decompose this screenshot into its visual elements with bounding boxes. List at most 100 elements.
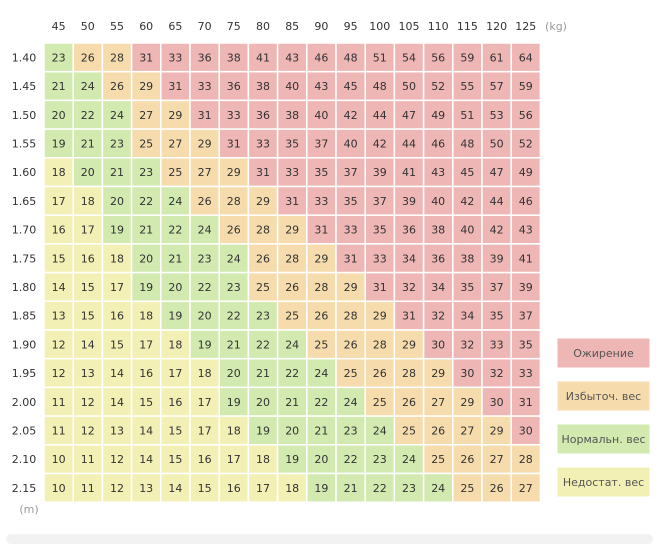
heatmap-cell — [481, 472, 512, 503]
heatmap-cell — [481, 128, 512, 159]
cell-value-label: 21 — [168, 252, 182, 265]
cell-value-label: 28 — [285, 252, 299, 265]
cell-value-label: 28 — [256, 224, 270, 237]
cell-value-label: 15 — [81, 310, 95, 323]
heatmap-cell — [276, 444, 308, 475]
cell-value-label: 53 — [490, 109, 504, 122]
chart-bottom-shadow — [6, 534, 653, 544]
cell-value-label: 24 — [431, 482, 445, 495]
heatmap-cell — [422, 444, 454, 475]
cell-value-label: 48 — [373, 80, 387, 93]
heatmap-cell — [510, 472, 542, 503]
heatmap-cell — [510, 444, 542, 475]
cell-value-label: 37 — [344, 166, 358, 179]
cell-value-label: 38 — [285, 109, 299, 122]
cell-value-label: 41 — [256, 51, 270, 64]
x-tick-label: 125 — [515, 20, 536, 33]
legend-swatch — [556, 337, 651, 369]
cell-value-label: 21 — [314, 424, 328, 437]
cell-value-label: 21 — [285, 396, 299, 409]
cell-value-label: 24 — [344, 396, 358, 409]
legend-swatch — [556, 466, 651, 498]
heatmap-cell — [276, 157, 308, 188]
heatmap-cell — [306, 128, 337, 159]
cell-value-label: 28 — [110, 51, 124, 64]
cell-value-label: 18 — [110, 252, 124, 265]
cell-value-label: 61 — [490, 51, 504, 64]
heatmap-cell — [306, 42, 337, 73]
cell-value-label: 22 — [373, 482, 387, 495]
cell-value-label: 17 — [52, 195, 66, 208]
heatmap-cell — [510, 128, 542, 159]
y-tick-label: 1.70 — [12, 224, 37, 237]
cell-value-label: 36 — [256, 109, 270, 122]
heatmap-cell — [364, 99, 396, 130]
heatmap-cell — [335, 329, 366, 360]
cell-value-label: 25 — [460, 482, 474, 495]
cell-value-label: 22 — [256, 338, 270, 351]
heatmap-cell — [101, 386, 133, 417]
heatmap-cell — [510, 357, 542, 389]
cell-value-label: 56 — [519, 109, 533, 122]
cell-value-label: 26 — [344, 338, 358, 351]
heatmap-cell — [510, 185, 542, 216]
cell-value-label: 42 — [460, 195, 474, 208]
cell-value-label: 47 — [490, 166, 504, 179]
cell-value-label: 56 — [431, 51, 445, 64]
cell-value-label: 35 — [285, 137, 299, 150]
cell-value-label: 39 — [402, 195, 416, 208]
heatmap-cell — [393, 386, 425, 417]
cell-value-label: 35 — [344, 195, 358, 208]
cell-value-label: 15 — [198, 482, 212, 495]
cell-value-label: 28 — [402, 367, 416, 380]
x-tick-label: 45 — [52, 20, 66, 33]
cell-value-label: 32 — [431, 310, 445, 323]
heatmap-cell — [452, 415, 483, 446]
cell-value-label: 29 — [285, 224, 299, 237]
cell-value-label: 35 — [490, 310, 504, 323]
cell-value-label: 39 — [519, 281, 533, 294]
cell-value-label: 43 — [431, 166, 445, 179]
cell-value-label: 48 — [344, 51, 358, 64]
heatmap-cell — [189, 472, 220, 503]
cell-value-label: 29 — [460, 396, 474, 409]
cell-value-label: 21 — [81, 137, 95, 150]
heatmap-cell — [43, 243, 74, 274]
cell-value-label: 25 — [256, 281, 270, 294]
cell-value-label: 29 — [139, 80, 153, 93]
cell-value-label: 26 — [460, 453, 474, 466]
cell-value-label: 25 — [314, 338, 328, 351]
y-tick-label: 1.65 — [12, 195, 37, 208]
cell-value-label: 20 — [198, 310, 212, 323]
cell-value-label: 55 — [460, 80, 474, 93]
cell-value-label: 31 — [344, 252, 358, 265]
heatmap-cell — [335, 271, 366, 303]
cell-value-label: 13 — [110, 424, 124, 437]
cell-value-label: 31 — [256, 166, 270, 179]
heatmap-cell — [306, 243, 337, 274]
heatmap-cell — [189, 70, 220, 102]
cell-value-label: 33 — [285, 166, 299, 179]
heatmap-cell — [481, 42, 512, 73]
cell-value-label: 31 — [373, 281, 387, 294]
heatmap-cell — [218, 300, 250, 331]
cell-value-label: 23 — [373, 453, 387, 466]
x-axis-ticks: 45 50 55 60 65 70 75 80 85 90 95 100 105 110 115 120 125 — [52, 20, 537, 33]
cell-value-label: 37 — [373, 195, 387, 208]
cell-value-label: 10 — [52, 453, 66, 466]
cell-value-label: 32 — [490, 367, 504, 380]
cell-value-label: 35 — [519, 338, 533, 351]
cell-value-label: 33 — [168, 51, 182, 64]
cell-value-label: 15 — [168, 453, 182, 466]
cell-value-label: 18 — [227, 424, 241, 437]
cell-value-label: 23 — [198, 252, 212, 265]
heatmap-cell — [510, 214, 542, 245]
heatmap-cell — [306, 157, 337, 188]
cell-value-label: 19 — [256, 424, 270, 437]
x-tick-label: 55 — [110, 20, 124, 33]
cell-value-label: 17 — [227, 453, 241, 466]
cell-value-label: 40 — [431, 195, 445, 208]
cell-value-label: 19 — [110, 224, 124, 237]
heatmap-cell — [101, 185, 133, 216]
cell-value-label: 20 — [168, 281, 182, 294]
